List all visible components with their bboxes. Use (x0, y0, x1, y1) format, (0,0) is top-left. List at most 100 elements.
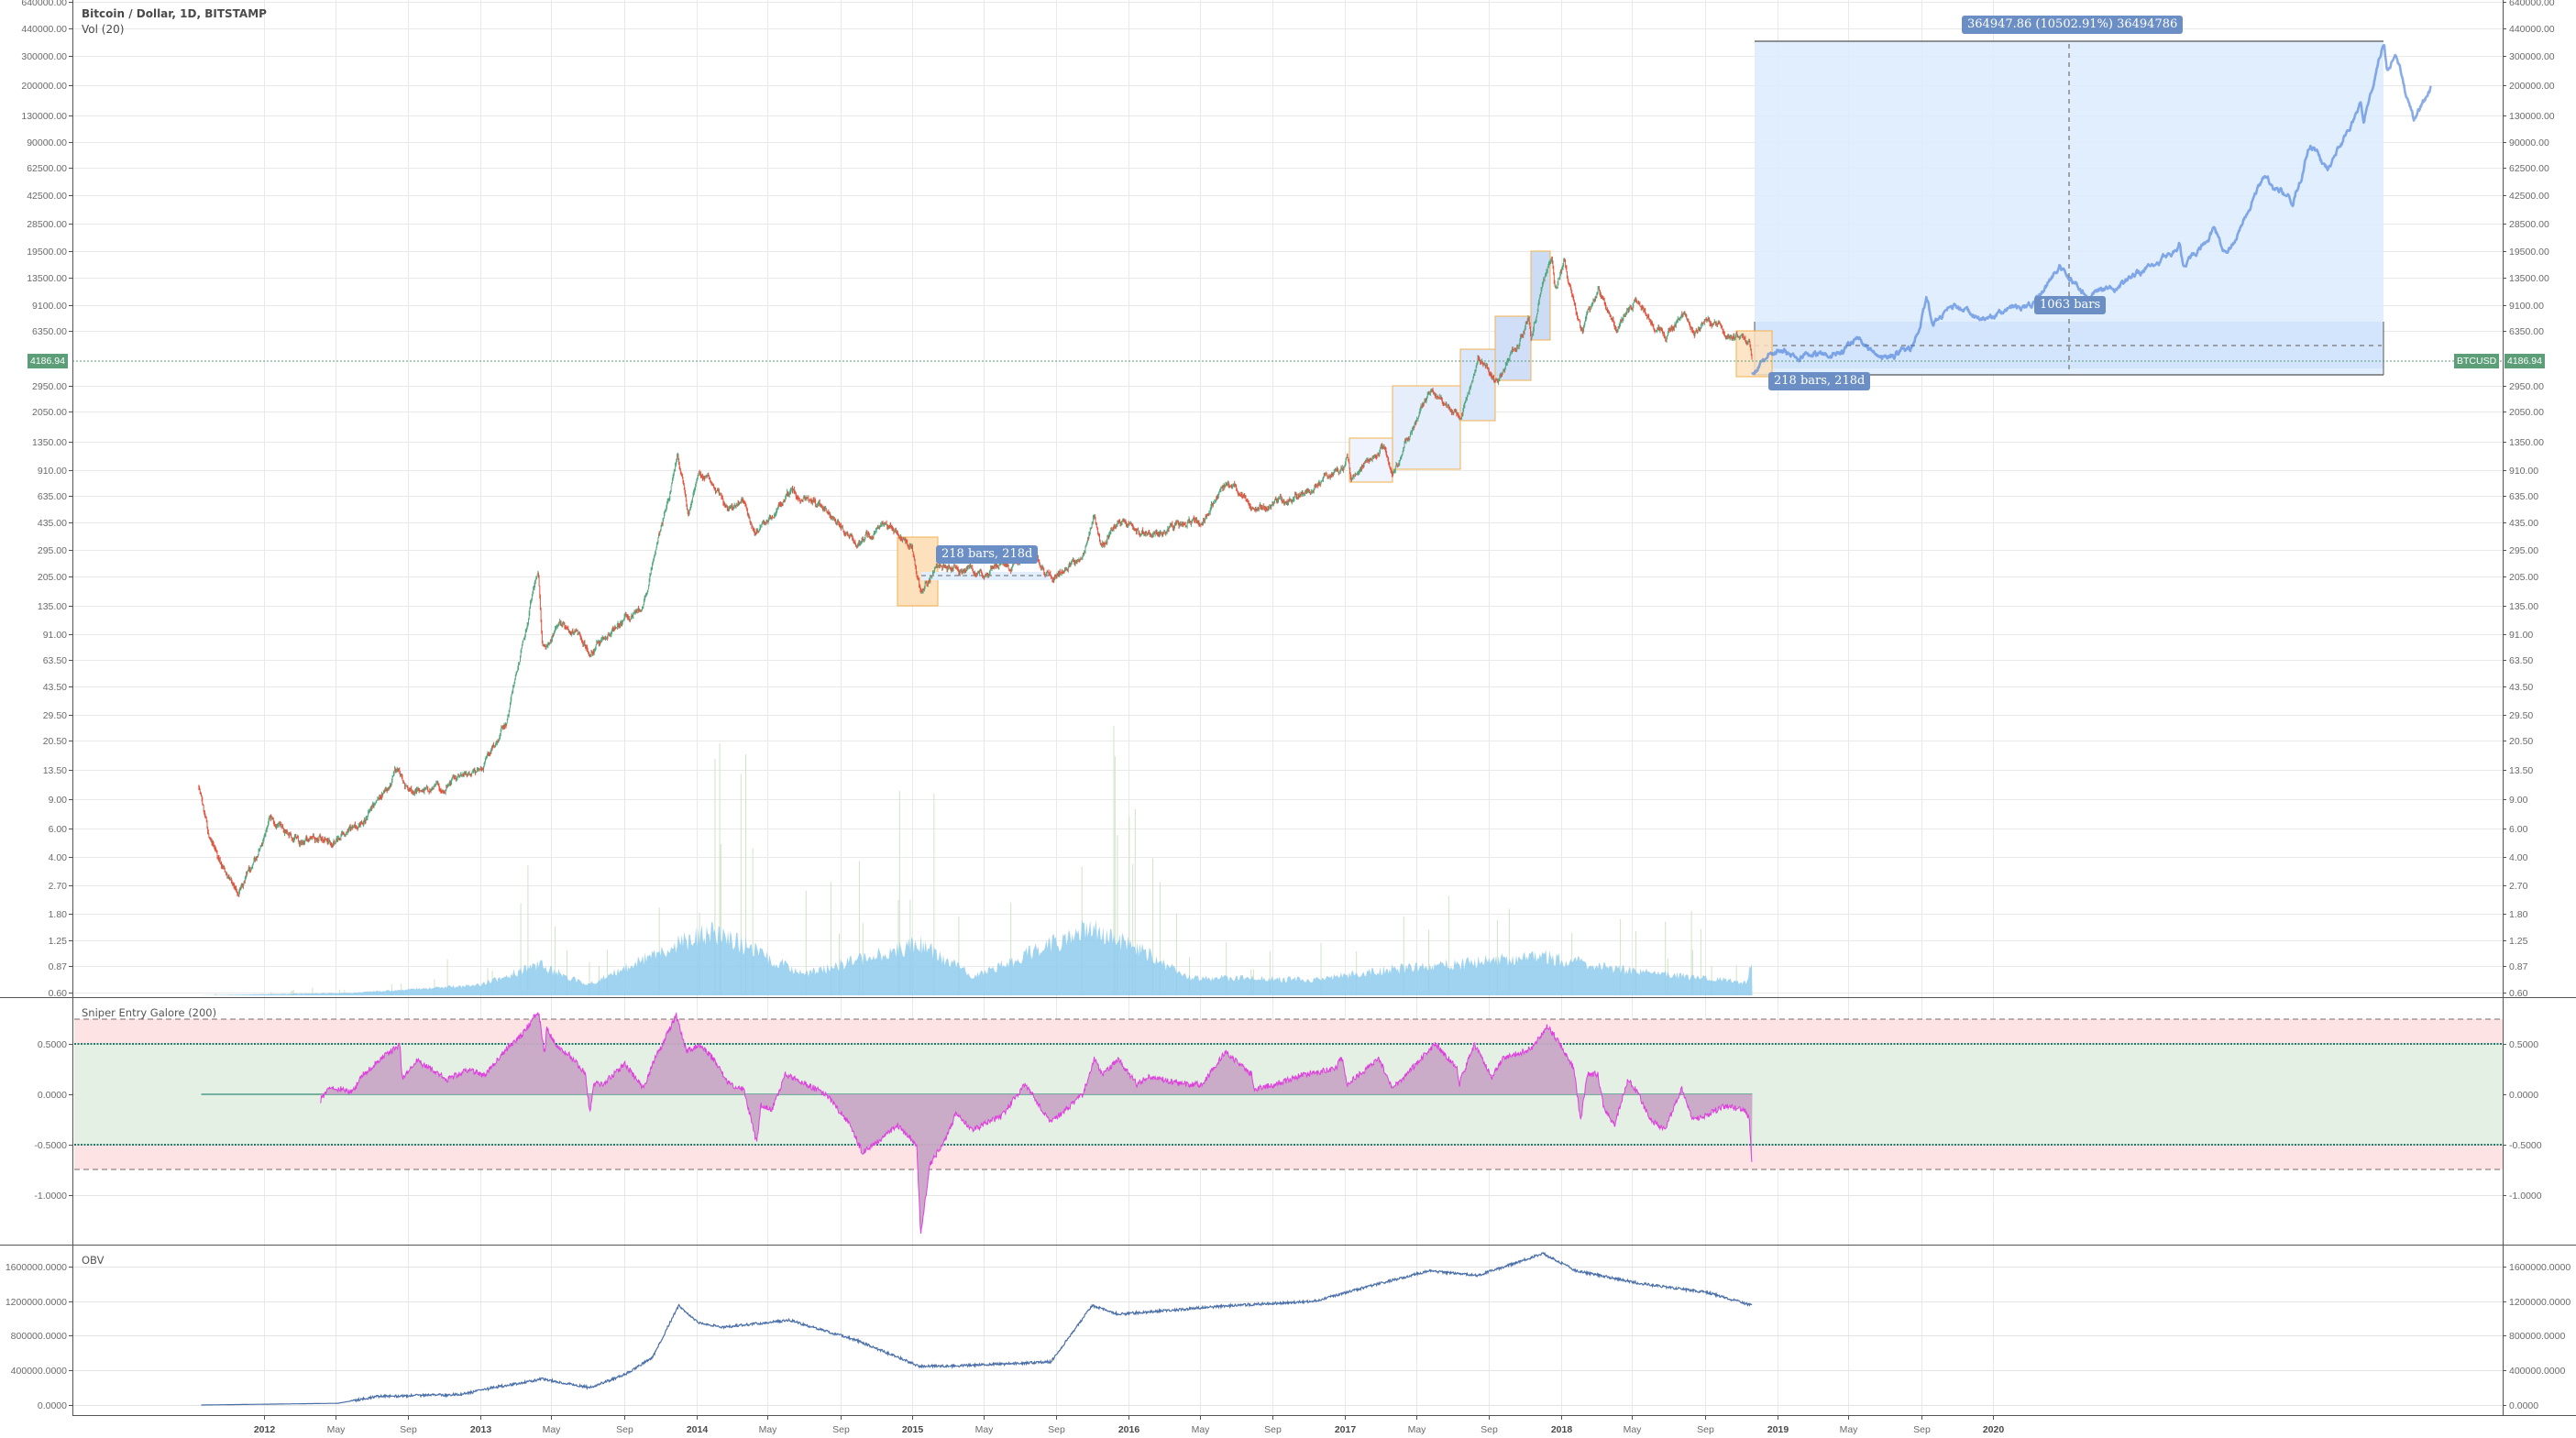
right-price-label: 6.00 (2509, 824, 2528, 835)
time-tick-label: Sep (832, 1424, 850, 1435)
right-price-label: 43.50 (2509, 682, 2533, 693)
left-price-label: 9.00 (49, 795, 68, 806)
time-tick-label: 2019 (1767, 1424, 1789, 1435)
right-price-label: 28500.00 (2509, 219, 2549, 230)
right-price-label: 1.80 (2509, 909, 2528, 920)
right-obv-label: 0.0000 (2509, 1400, 2538, 1411)
sniper-line (320, 1011, 1753, 1234)
left-sniper-label: -0.5000 (34, 1140, 67, 1151)
projection-range-label: 364947.86 (10502.91%) 36494786 (1962, 16, 2184, 34)
left-price-label: 1.80 (49, 909, 68, 920)
left-obv-label: 800000.0000 (11, 1331, 67, 1342)
left-sniper-label: 0.0000 (38, 1090, 67, 1101)
right-obv-label: 400000.0000 (2509, 1366, 2565, 1377)
right-price-label: 13500.00 (2509, 273, 2549, 284)
left-price-label: 130000.00 (21, 111, 67, 122)
left-price-label: 6.00 (49, 824, 68, 835)
right-price-label: 200000.00 (2509, 81, 2555, 92)
time-tick-label: May (1624, 1424, 1643, 1435)
left-price-label: 19500.00 (27, 247, 67, 258)
time-tick-label: May (975, 1424, 995, 1435)
right-price-label: 9100.00 (2509, 301, 2544, 312)
time-tick-label: Sep (1264, 1424, 1282, 1435)
right-sniper-label: -0.5000 (2509, 1140, 2542, 1151)
right-price-label: 640000.00 (2509, 0, 2555, 8)
right-price-label: 300000.00 (2509, 51, 2555, 62)
projection-line (1751, 44, 2432, 376)
right-sniper-label: 0.5000 (2509, 1039, 2538, 1050)
left-price-label: 13.50 (43, 765, 67, 776)
left-price-label: 62500.00 (27, 163, 67, 174)
left-obv-label: 0.0000 (38, 1400, 67, 1411)
time-tick-label: Sep (400, 1424, 417, 1435)
left-price-label: 9100.00 (32, 301, 67, 312)
right-price-label: 90000.00 (2509, 137, 2549, 148)
left-price-label: 2950.00 (32, 381, 67, 392)
left-price-label: 42500.00 (27, 191, 67, 202)
time-tick-label: 2013 (470, 1424, 492, 1435)
right-price-label: 6350.00 (2509, 326, 2544, 337)
left-price-label: 635.00 (38, 491, 67, 502)
right-price-label: 205.00 (2509, 572, 2538, 583)
left-price-label: 205.00 (38, 572, 67, 583)
time-tick-label: 2018 (1551, 1424, 1573, 1435)
time-tick-label: Sep (616, 1424, 633, 1435)
obv-series (201, 1251, 1753, 1406)
left-obv-label: 1600000.0000 (6, 1262, 67, 1273)
right-sniper-label: -1.0000 (2509, 1191, 2542, 1202)
right-price-label: 1350.00 (2509, 437, 2544, 448)
time-tick-label: May (1840, 1424, 1859, 1435)
right-price-label: 435.00 (2509, 518, 2538, 529)
right-price-label: 440000.00 (2509, 24, 2555, 35)
axes: 2012 May Sep 2013 May Sep 2014 May Sep 2015 May Sep… (6, 0, 2570, 1435)
right-price-label: 2950.00 (2509, 381, 2544, 392)
left-price-label: 2050.00 (32, 407, 67, 418)
upper-red-zone (74, 1019, 2503, 1044)
sniper-series (201, 1011, 1753, 1234)
right-sniper-label: 0.0000 (2509, 1090, 2538, 1101)
right-price-label: 135.00 (2509, 601, 2538, 612)
pattern-boxes (897, 40, 2384, 607)
box-2015-drop[interactable] (897, 536, 939, 607)
left-sniper-label: 0.5000 (38, 1039, 67, 1050)
box-2018-drop[interactable] (1735, 330, 1773, 378)
up-candles (211, 256, 1750, 897)
obv-pane-title[interactable]: OBV (82, 1254, 105, 1267)
right-last-price-label: 4186.94 (2504, 354, 2545, 368)
left-price-label: 90000.00 (27, 137, 67, 148)
right-price-label: 19500.00 (2509, 247, 2549, 258)
right-price-label: 1.25 (2509, 936, 2528, 947)
symbol-title[interactable]: Bitcoin / Dollar, 1D, BITSTAMP (82, 7, 267, 20)
left-price-label: 910.00 (38, 466, 67, 477)
right-price-label: 62500.00 (2509, 163, 2549, 174)
volume-indicator-label[interactable]: Vol (20) (82, 23, 125, 36)
measure-2015-label: 218 bars, 218d (936, 545, 1039, 564)
right-obv-label: 1600000.0000 (2509, 1262, 2570, 1273)
right-price-label: 4.00 (2509, 852, 2528, 863)
left-price-label: 2.70 (49, 881, 68, 892)
right-price-label: 130000.00 (2509, 111, 2555, 122)
time-tick-label: 2015 (902, 1424, 924, 1435)
left-price-label: 295.00 (38, 545, 67, 556)
left-price-label: 300000.00 (21, 51, 67, 62)
right-price-label: 29.50 (2509, 710, 2533, 721)
left-price-label: 13500.00 (27, 273, 67, 284)
time-tick-label: Sep (1697, 1424, 1714, 1435)
right-price-label: 13.50 (2509, 765, 2533, 776)
lower-red-zone (74, 1145, 2503, 1169)
left-price-label: 4.00 (49, 852, 68, 863)
right-price-label: 0.87 (2509, 961, 2528, 972)
left-price-label: 0.60 (49, 988, 68, 999)
right-price-label: 295.00 (2509, 545, 2538, 556)
right-price-label: 635.00 (2509, 491, 2538, 502)
sniper-area (320, 1013, 1753, 1234)
projection-bars-label: 1063 bars (2034, 296, 2107, 314)
time-tick-label: 2017 (1335, 1424, 1357, 1435)
volume-spikes (215, 726, 1737, 995)
left-price-label: 200000.00 (21, 81, 67, 92)
right-price-label: 9.00 (2509, 795, 2528, 806)
left-price-label: 440000.00 (21, 24, 67, 35)
sniper-pane-title[interactable]: Sniper Entry Galore (200) (82, 1006, 217, 1019)
